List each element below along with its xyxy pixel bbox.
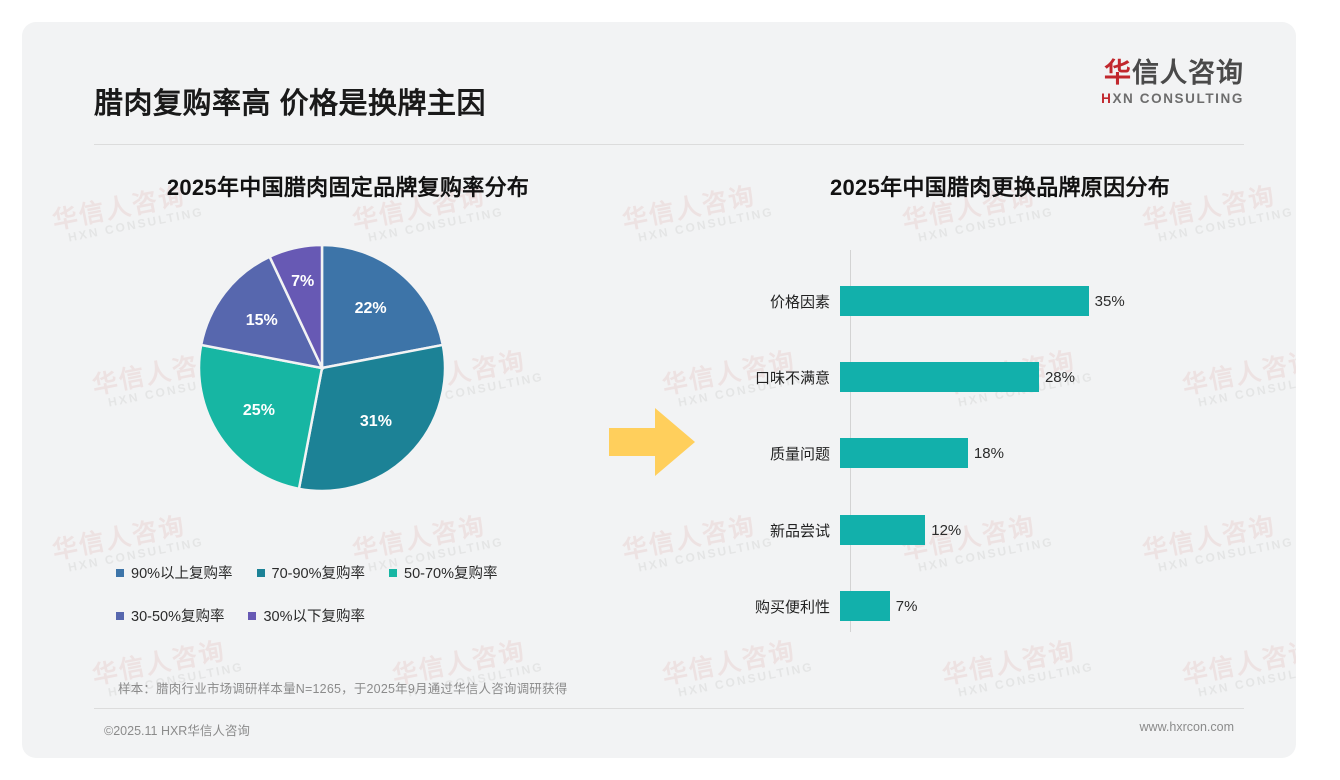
pie-chart-title: 2025年中国腊肉固定品牌复购率分布 <box>166 175 530 200</box>
bar-chart: 价格因素 35% 口味不满意 28% 质量问题 18% 新品尝试 12% 购买便利性 7% <box>722 250 1242 640</box>
pie-legend-item[interactable]: 70-90%复购率 <box>256 562 366 583</box>
pie-chart: 22% 31% 25% 15% 7% <box>94 244 594 544</box>
website-text: www.hxrcon.com <box>1139 720 1234 734</box>
pie-legend-item[interactable]: 30-50%复购率 <box>116 605 224 626</box>
bar-track: 28% <box>840 362 1242 392</box>
pie-legend-label: 50-70%复购率 <box>404 566 498 582</box>
legend-swatch-icon <box>116 611 124 620</box>
legend-swatch-icon <box>116 568 124 577</box>
pie-slice[interactable] <box>267 244 324 369</box>
pie-slice[interactable] <box>199 255 325 370</box>
slide-canvas: 华信人咨询 HXN CONSULTING 华信人咨询 HXN CONSULTING 华信… <box>22 22 1296 758</box>
bar-chart-panel: 2025年中国腊肉更换品牌原因分布 价格因素 35% 口味不满意 28% 质量问题 18%… <box>722 170 1242 640</box>
logo-english: HXN CONSULTING <box>1101 91 1244 106</box>
logo-en-rest: XN CONSULTING <box>1112 91 1244 107</box>
legend-swatch-icon <box>256 568 265 577</box>
bar-row[interactable]: 口味不满意 28% <box>722 362 1242 392</box>
pie-legend-item[interactable]: 30%以下复购率 <box>248 605 365 626</box>
bar-value-label: 12% <box>931 521 962 539</box>
pie-legend-label: 70-90%复购率 <box>271 566 366 582</box>
pie-slice[interactable] <box>297 343 446 492</box>
bar-row[interactable]: 质量问题 18% <box>722 438 1242 468</box>
flow-arrow <box>607 402 697 487</box>
logo-chinese: 华信人咨询 <box>1101 58 1244 89</box>
pie-slice-label: 15% <box>245 312 278 330</box>
pie-slice-label: 25% <box>242 401 275 419</box>
pie-legend-label: 30%以下复购率 <box>263 609 366 625</box>
pie-legend-row-2: 30-50%复购率 30%以下复购率 <box>116 605 594 626</box>
bar-category-label: 口味不满意 <box>754 369 830 387</box>
pie-legend-label: 90%以上复购率 <box>131 566 233 582</box>
bar-track: 35% <box>840 286 1242 316</box>
company-logo: 华信人咨询 HXN CONSULTING <box>1101 58 1244 106</box>
bar-fill[interactable] <box>840 438 968 468</box>
pie-legend: 90%以上复购率 70-90%复购率 50-70%复购率 30-50%复购率 30%以… <box>94 562 594 626</box>
bar-category-label: 价格因素 <box>769 293 830 311</box>
logo-en-h: H <box>1101 91 1113 107</box>
pie-graphic <box>198 244 446 492</box>
bar-category-label: 质量问题 <box>769 445 830 463</box>
legend-swatch-icon <box>248 611 257 620</box>
bar-value-label: 35% <box>1094 292 1125 310</box>
pie-slice-label: 7% <box>291 272 315 290</box>
bar-fill[interactable] <box>840 286 1089 316</box>
pie-legend-item[interactable]: 50-70%复购率 <box>389 562 498 583</box>
page-title: 腊肉复购率高 价格是换牌主因 <box>94 88 487 120</box>
right-arrow-icon <box>609 408 695 476</box>
bar-fill[interactable] <box>840 362 1039 392</box>
bar-track: 18% <box>840 438 1242 468</box>
bar-value-label: 7% <box>895 597 918 615</box>
bar-category-label: 购买便利性 <box>754 598 830 616</box>
pie-legend-item[interactable]: 90%以上复购率 <box>116 562 233 583</box>
bar-value-label: 28% <box>1044 368 1075 386</box>
legend-swatch-icon <box>389 568 398 577</box>
bar-category-label: 新品尝试 <box>769 522 830 540</box>
copyright-text: ©2025.11 HXR华信人咨询 <box>104 724 250 738</box>
bar-row[interactable]: 购买便利性 7% <box>722 591 1242 621</box>
slide-header: 腊肉复购率高 价格是换牌主因 华信人咨询 HXN CONSULTING <box>22 22 1296 122</box>
bar-value-label: 18% <box>973 444 1004 462</box>
pie-slice[interactable] <box>320 244 445 370</box>
pie-chart-panel: 2025年中国腊肉固定品牌复购率分布 22% 31% 25% 15% 7% 90%以上复… <box>94 170 594 648</box>
logo-char-hua: 华 <box>1104 58 1132 88</box>
pie-slice-label: 22% <box>354 300 387 318</box>
sample-note: 样本：腊肉行业市场调研样本量N=1265，于2025年9月通过华信人咨询调研获得 <box>118 682 568 696</box>
bar-row[interactable]: 价格因素 35% <box>722 286 1242 316</box>
bar-fill[interactable] <box>840 515 926 545</box>
pie-legend-row-1: 90%以上复购率 70-90%复购率 50-70%复购率 <box>116 562 594 583</box>
pie-legend-label: 30-50%复购率 <box>131 609 225 625</box>
bar-track: 7% <box>840 591 1242 621</box>
bar-chart-title: 2025年中国腊肉更换品牌原因分布 <box>829 175 1171 200</box>
pie-slice-label: 31% <box>359 412 392 430</box>
header-divider <box>94 144 1244 145</box>
bar-fill[interactable] <box>840 591 890 621</box>
bar-track: 12% <box>840 515 1242 545</box>
logo-chinese-rest: 信人咨询 <box>1132 58 1244 88</box>
bar-row[interactable]: 新品尝试 12% <box>722 515 1242 545</box>
pie-slice[interactable] <box>198 343 324 491</box>
pie-svg <box>198 244 446 492</box>
footer-divider <box>94 708 1244 709</box>
